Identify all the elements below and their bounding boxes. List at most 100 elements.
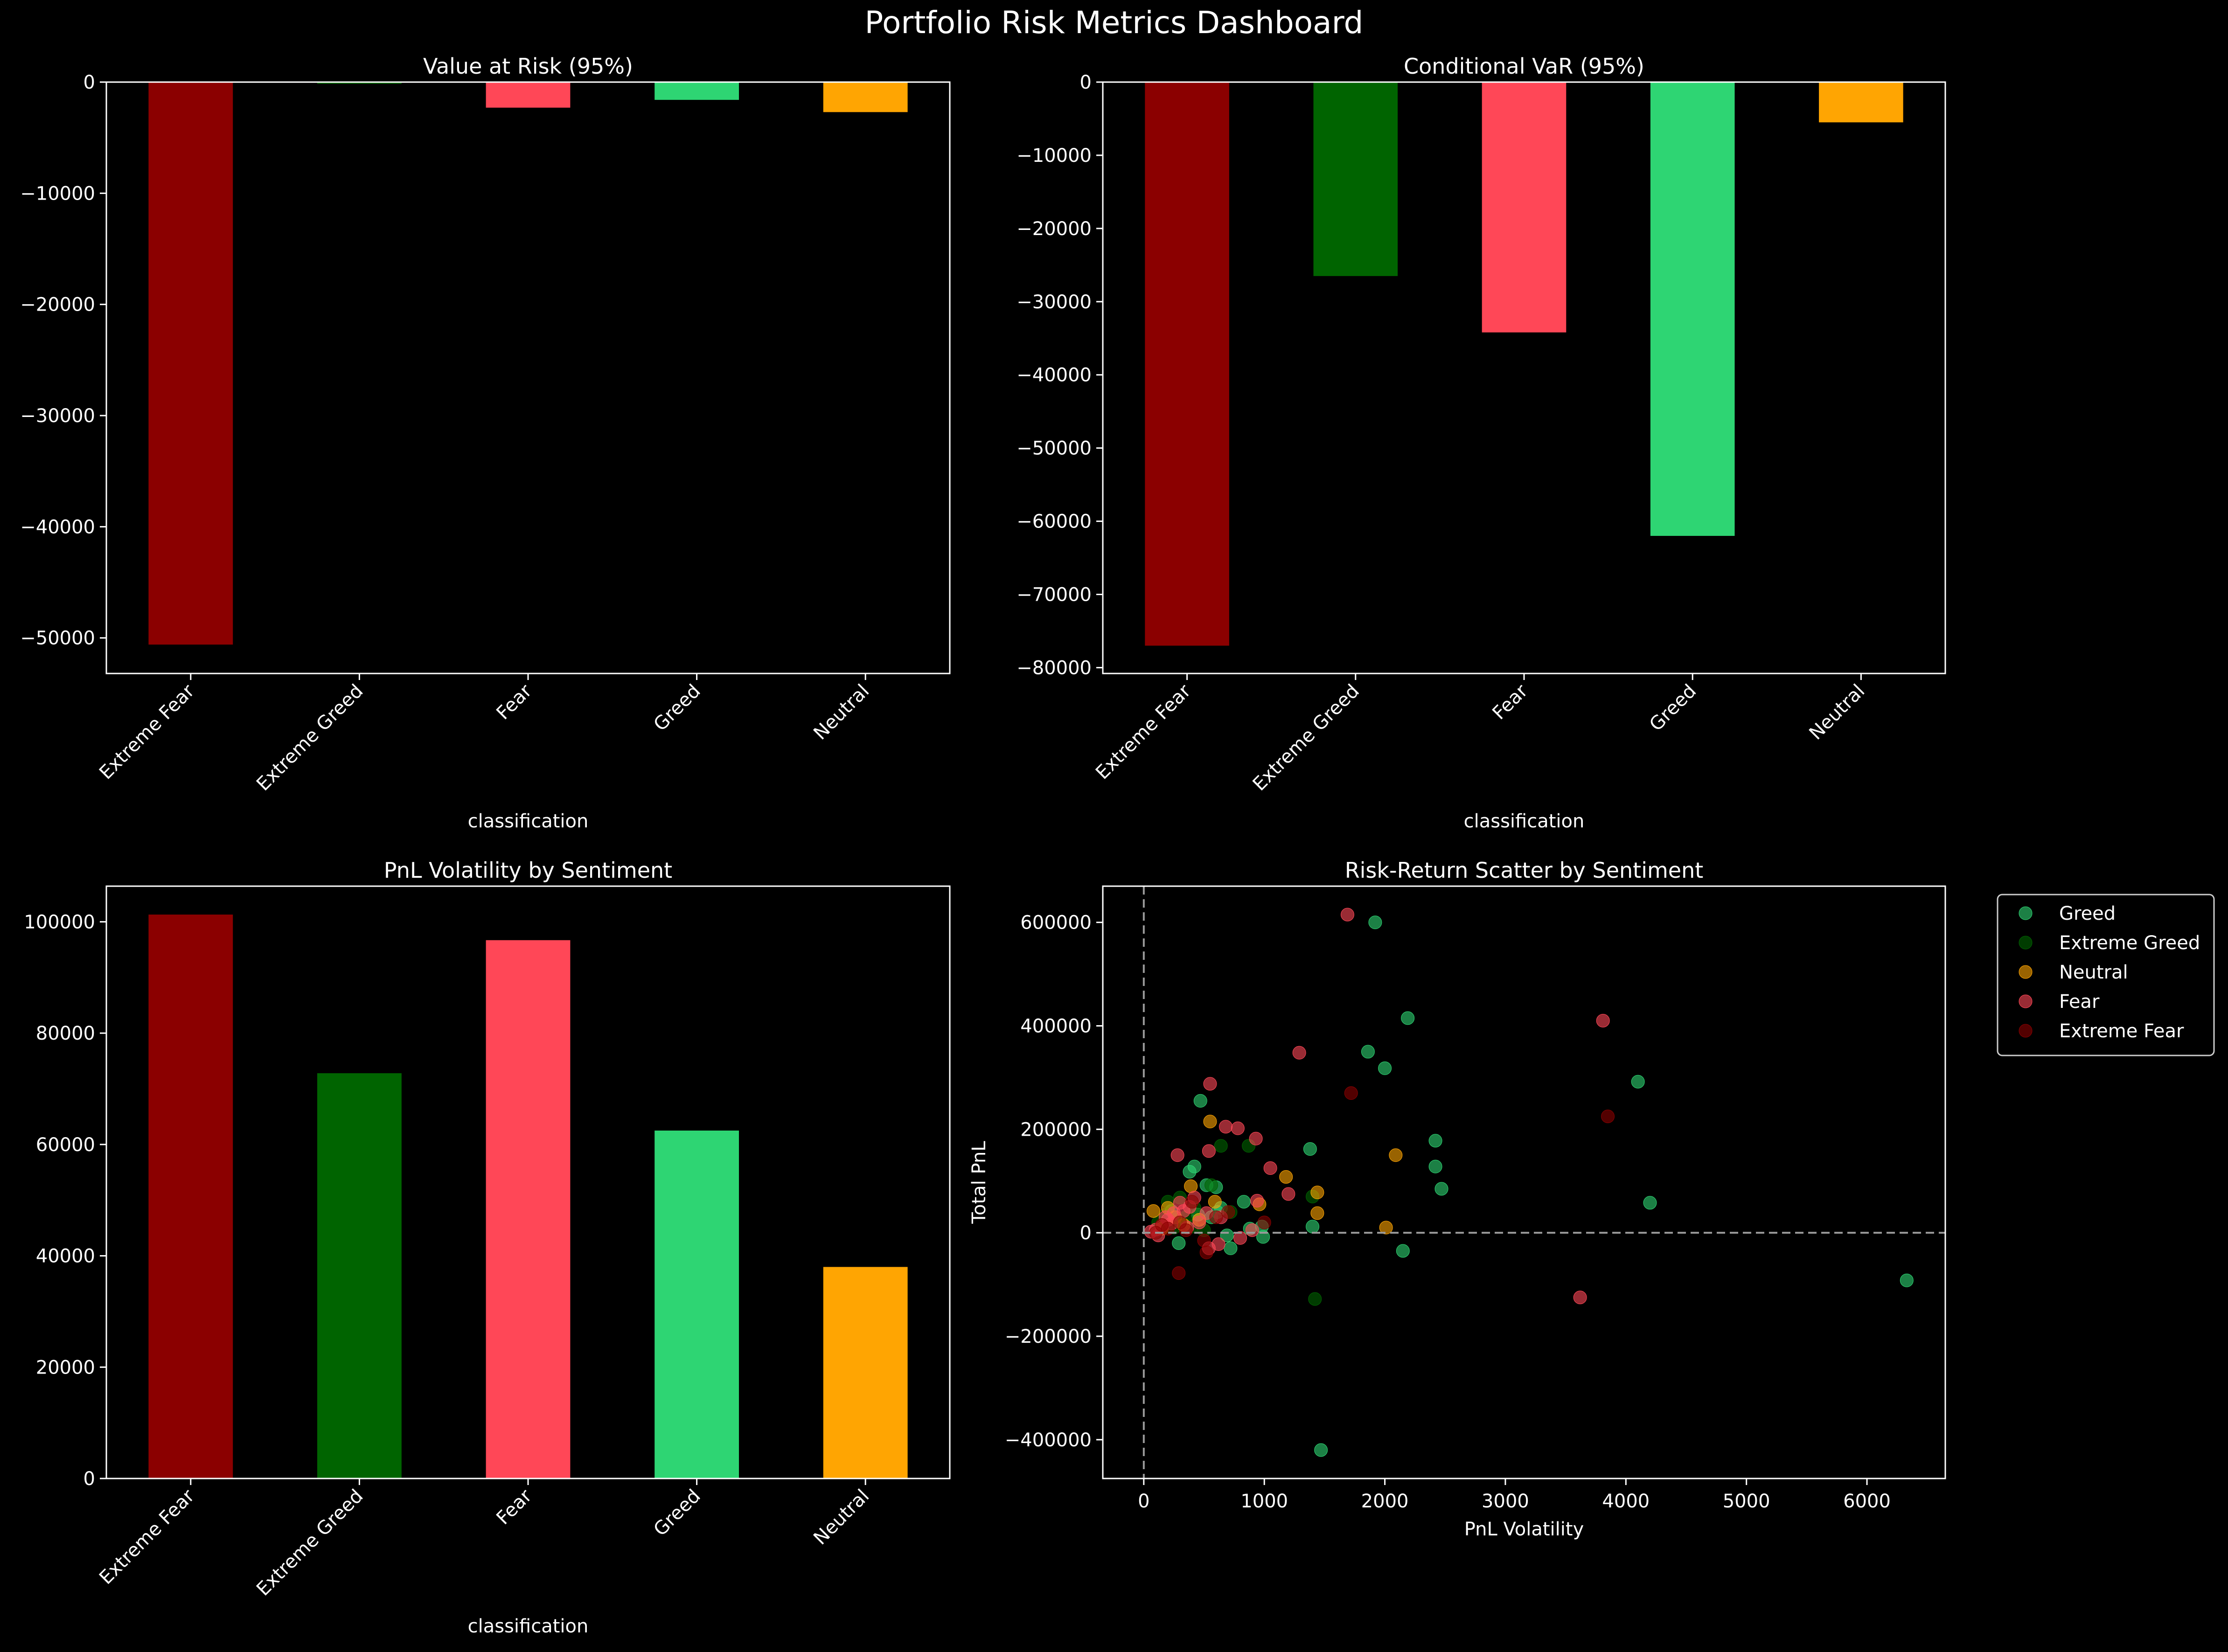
point-extreme-fear: [1209, 1210, 1223, 1224]
dashboard-title: Portfolio Risk Metrics Dashboard: [864, 5, 1364, 41]
chart-title: Conditional VaR (95%): [1404, 54, 1644, 79]
bar-fear: [486, 82, 571, 108]
x-tick-label: 6000: [1843, 1491, 1891, 1512]
y-tick-label: 100000: [24, 911, 95, 933]
axes-frame: [1102, 885, 1946, 1479]
x-tick-label: 5000: [1723, 1491, 1770, 1512]
x-tick-label: 0: [1138, 1491, 1149, 1512]
point-fear: [1233, 1231, 1247, 1245]
point-fear: [1202, 1144, 1216, 1158]
legend-marker-extreme-fear: [2019, 1024, 2033, 1038]
bar-neutral: [823, 82, 908, 112]
chart-cvar: Conditional VaR (95%) Extreme Fear Extreme…: [1017, 54, 1946, 832]
point-extreme-greed: [1308, 1292, 1322, 1306]
legend-entry-extreme-greed: Extreme Greed: [2059, 932, 2200, 954]
y-tick-label: −30000: [1017, 292, 1092, 313]
point-greed: [1631, 1075, 1645, 1089]
x-tick-label: 4000: [1602, 1491, 1650, 1512]
point-fear: [1281, 1187, 1295, 1201]
point-fear: [1263, 1161, 1277, 1175]
chart-vol: PnL Volatility by Sentiment Extreme Fear E…: [24, 858, 951, 1637]
x-tick-label: 1000: [1240, 1491, 1288, 1512]
legend-marker-fear: [2019, 994, 2033, 1008]
point-extreme-fear: [1257, 1215, 1271, 1229]
point-neutral: [1147, 1204, 1161, 1218]
x-tick-label: Greed: [1645, 680, 1700, 736]
series-fear: [1144, 908, 1610, 1305]
x-tick-label: Greed: [649, 1485, 704, 1541]
y-tick-label: −30000: [20, 405, 95, 427]
y-tick-label: 200000: [1020, 1119, 1092, 1140]
x-tick-label: Extreme Fear: [95, 1485, 199, 1589]
axes-frame: [1102, 81, 1946, 674]
point-greed: [1187, 1159, 1201, 1173]
y-tick-label: 0: [84, 72, 95, 93]
point-greed: [1172, 1236, 1186, 1250]
y-tick-label: −40000: [20, 516, 95, 538]
legend-box: [1997, 894, 2215, 1056]
point-fear: [1192, 1215, 1206, 1229]
bar-extreme-greed: [317, 82, 402, 84]
series-greed: [1164, 916, 1914, 1457]
x-tick-label: Greed: [649, 680, 704, 736]
y-tick-label: −400000: [1005, 1430, 1092, 1451]
bar-extreme-fear: [148, 914, 233, 1478]
point-extreme-greed: [1214, 1139, 1228, 1153]
point-extreme-fear: [1344, 1086, 1358, 1100]
y-tick-label: 60000: [36, 1134, 95, 1156]
point-greed: [1396, 1244, 1410, 1258]
point-fear: [1573, 1291, 1587, 1305]
bar-extreme-fear: [148, 82, 233, 645]
x-axis-label: PnL Volatility: [1464, 1519, 1584, 1540]
legend-entry-fear: Fear: [2059, 991, 2100, 1013]
point-neutral: [1184, 1179, 1198, 1193]
axes-frame: [105, 885, 951, 1479]
point-fear: [1340, 908, 1354, 922]
y-axis-label: Total PnL: [968, 1141, 990, 1224]
chart-var: Value at Risk (95%) Extreme Fear Extreme G…: [20, 54, 951, 832]
x-tick-label: Extreme Greed: [252, 1485, 367, 1600]
point-fear: [1245, 1223, 1259, 1237]
chart-scatter: Risk-Return Scatter by Sentiment −400000 −…: [968, 858, 2215, 1540]
point-fear: [1596, 1013, 1610, 1027]
bar-neutral: [1819, 82, 1903, 123]
y-tick-label: −60000: [1017, 511, 1092, 533]
y-tick-label: −10000: [20, 183, 95, 204]
x-tick-label: Neutral: [809, 680, 873, 744]
x-tick-label: Extreme Fear: [1092, 680, 1195, 784]
x-tick-label: Neutral: [1805, 680, 1869, 744]
point-extreme-fear: [1185, 1195, 1199, 1209]
y-tick-label: −20000: [20, 294, 95, 316]
point-fear: [1231, 1121, 1245, 1135]
point-fear: [1170, 1148, 1184, 1162]
chart-title: Value at Risk (95%): [423, 54, 633, 79]
y-tick-label: −10000: [1017, 145, 1092, 167]
point-greed: [1643, 1196, 1657, 1210]
point-greed: [1193, 1094, 1207, 1108]
legend: Greed Extreme Greed Neutral Fear Extreme Fea…: [1997, 894, 2215, 1056]
x-tick-label: 3000: [1482, 1491, 1529, 1512]
point-fear: [1249, 1131, 1263, 1145]
x-tick-label: Extreme Fear: [95, 680, 199, 784]
point-greed: [1434, 1182, 1448, 1196]
point-greed: [1401, 1011, 1415, 1025]
x-axis-label: classification: [468, 1616, 589, 1637]
x-tick-label: Fear: [1488, 680, 1532, 724]
x-axis-label: classification: [468, 811, 589, 832]
y-tick-label: 0: [1080, 1222, 1092, 1244]
point-fear: [1211, 1237, 1225, 1251]
point-greed: [1303, 1142, 1317, 1156]
y-tick-label: 80000: [36, 1023, 95, 1044]
point-extreme-fear: [1179, 1223, 1193, 1237]
point-fear: [1203, 1077, 1217, 1091]
x-tick-label: Neutral: [809, 1485, 873, 1549]
point-neutral: [1203, 1115, 1217, 1129]
x-axis-label: classification: [1464, 811, 1585, 832]
bar-greed: [654, 82, 739, 100]
point-fear: [1292, 1046, 1306, 1060]
point-greed: [1306, 1220, 1320, 1234]
y-tick-label: 400000: [1020, 1015, 1092, 1037]
point-greed: [1900, 1273, 1914, 1287]
x-tick-label: 2000: [1361, 1491, 1409, 1512]
